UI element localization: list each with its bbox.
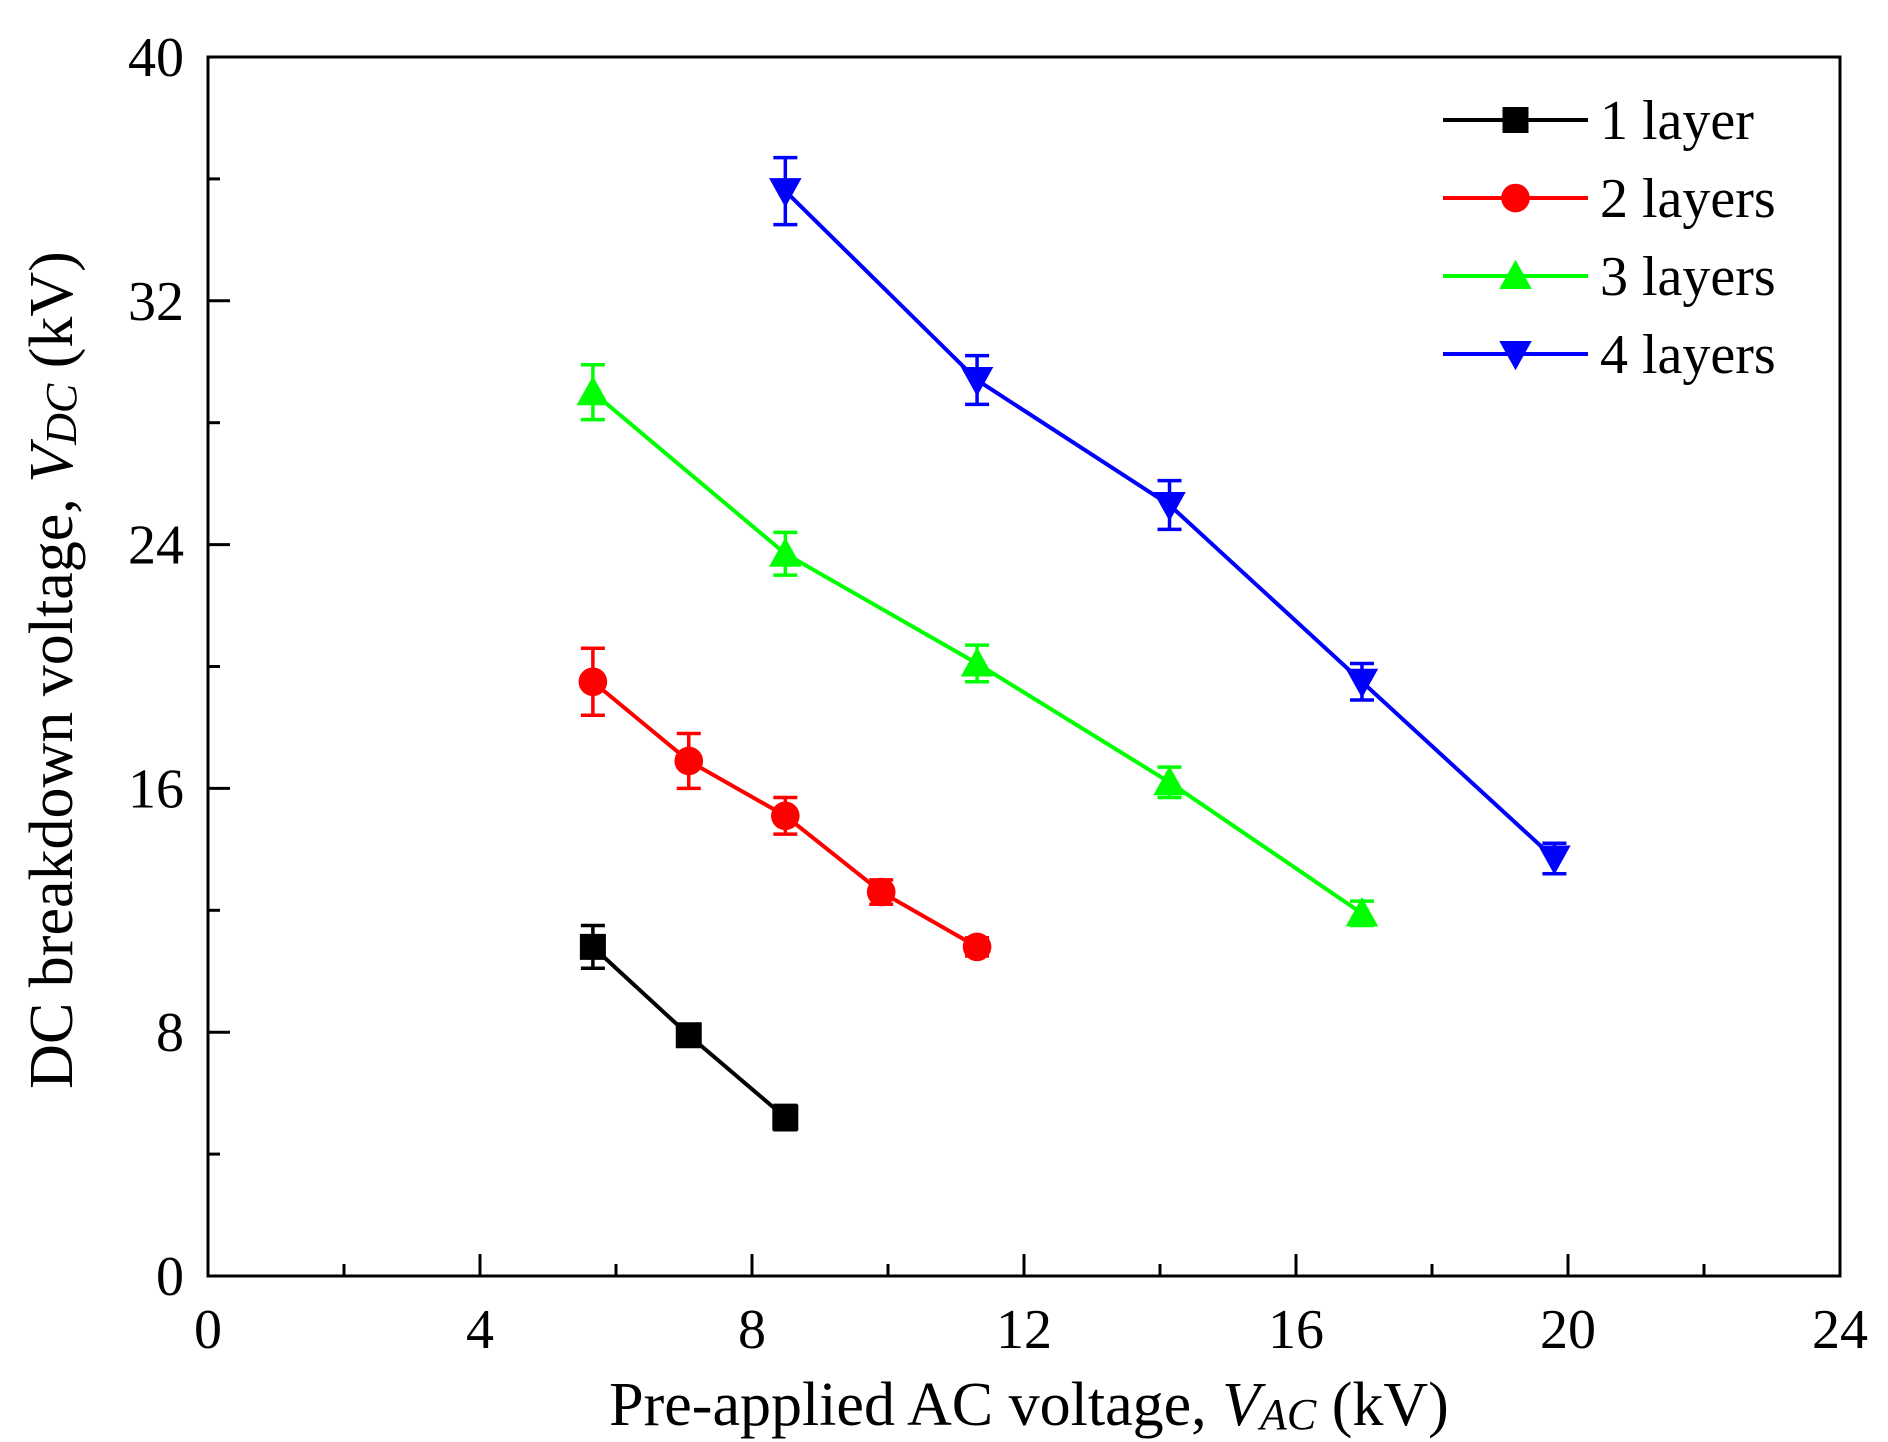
- series-4: [769, 155, 1571, 876]
- legend-label: 3 layers: [1600, 246, 1776, 308]
- x-axis-label: Pre-applied AC voltage, VAC (kV): [609, 1371, 1449, 1439]
- x-tick-label: 24: [1812, 1299, 1868, 1361]
- legend-item-1: 1 layer: [1443, 90, 1754, 152]
- data-point: [771, 801, 800, 831]
- data-point: [769, 537, 802, 567]
- legend-marker: [1499, 341, 1532, 371]
- series-2: [578, 646, 992, 962]
- data-point: [674, 746, 704, 776]
- data-point: [675, 1022, 702, 1049]
- y-tick-label: 16: [128, 758, 184, 820]
- data-point: [1153, 766, 1186, 796]
- legend-item-2: 2 layers: [1443, 168, 1776, 230]
- series-3: [576, 363, 1379, 928]
- data-point: [576, 375, 610, 406]
- data-point: [960, 647, 994, 677]
- data-point: [1345, 668, 1379, 698]
- y-tick-label: 0: [156, 1246, 184, 1308]
- legend-item-4: 4 layers: [1443, 324, 1776, 386]
- legend-marker: [1499, 259, 1532, 289]
- x-tick-label: 8: [738, 1299, 766, 1361]
- plot-area: 0 4 8 12 16 20 24 0 8 16 24 32 40: [128, 27, 1868, 1361]
- x-tick-label: 20: [1540, 1299, 1596, 1361]
- legend-marker: [1502, 107, 1529, 133]
- x-tick-label: 4: [466, 1299, 494, 1361]
- data-point: [960, 367, 994, 397]
- y-tick-label: 24: [128, 515, 184, 577]
- y-axis-label: DC breakdown voltage, VDC (kV): [18, 251, 86, 1089]
- legend-marker: [1501, 183, 1530, 213]
- series-group: [576, 155, 1571, 1132]
- y-tick-label: 40: [128, 27, 184, 89]
- data-point: [1538, 845, 1571, 875]
- legend-label: 1 layer: [1600, 90, 1754, 152]
- data-point: [579, 933, 606, 960]
- legend-label: 2 layers: [1600, 168, 1776, 230]
- plot-frame: [206, 55, 1842, 1278]
- data-point: [769, 178, 802, 208]
- legend-label: 4 layers: [1600, 324, 1776, 386]
- y-tick-label: 8: [156, 1002, 184, 1064]
- x-tick-label: 0: [194, 1299, 222, 1361]
- data-point: [962, 932, 992, 962]
- data-point: [866, 877, 896, 907]
- x-tick-label: 12: [996, 1299, 1052, 1361]
- series-1: [579, 923, 799, 1132]
- legend-item-3: 3 layers: [1443, 246, 1776, 308]
- y-tick-label: 32: [128, 271, 184, 333]
- data-point: [1345, 897, 1379, 927]
- data-point: [578, 667, 608, 697]
- data-point: [772, 1104, 799, 1131]
- x-tick-label: 16: [1268, 1299, 1324, 1361]
- data-point: [1153, 491, 1186, 522]
- legend: 1 layer 2 layers 3 layers 4 layers: [1443, 90, 1776, 386]
